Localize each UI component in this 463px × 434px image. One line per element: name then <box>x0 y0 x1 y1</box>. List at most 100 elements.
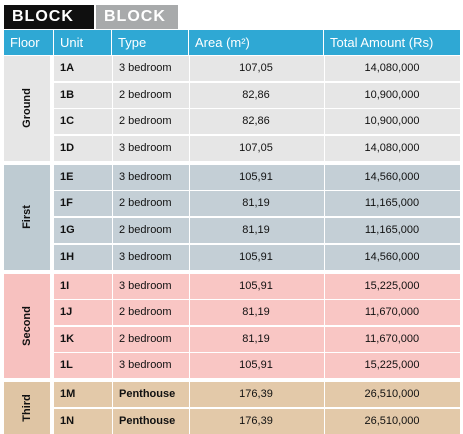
unit-cell: 1C <box>60 115 75 128</box>
type-cell: 2 bedroom <box>119 197 172 210</box>
table-row: 1A 3 bedroom 107,05 14,080,000 <box>54 56 460 81</box>
area-cell: 176,39 <box>239 414 273 427</box>
table-row: 1C 2 bedroom 82,86 10,900,000 <box>54 109 460 135</box>
area-cell: 105,91 <box>239 170 273 183</box>
area-cell: 82,86 <box>242 88 270 101</box>
table-row: 1D 3 bedroom 107,05 14,080,000 <box>54 135 460 161</box>
type-cell: 2 bedroom <box>119 223 172 236</box>
header-floor: Floor <box>4 30 54 55</box>
header-unit: Unit <box>54 30 112 55</box>
type-cell: 3 bedroom <box>119 279 172 292</box>
total-amount-cell: 11,165,000 <box>364 223 420 236</box>
header-total: Total Amount (Rs) <box>330 35 434 50</box>
table-row: 1H 3 bedroom 105,91 14,560,000 <box>54 244 460 270</box>
type-cell: 3 bedroom <box>119 62 172 74</box>
column-divider <box>189 164 190 270</box>
type-cell: 3 bedroom <box>119 141 172 154</box>
unit-cell: 1D <box>60 141 75 154</box>
floor-group: Second 1I 3 bedroom 105,91 15,225,000 1J 2 bed… <box>4 273 460 379</box>
table-row: 1K 2 bedroom 81,19 11,670,000 <box>54 326 460 352</box>
table-row: 1F 2 bedroom 81,19 11,165,000 <box>54 191 460 217</box>
table-row: 1N Penthouse 176,39 26,510,000 <box>54 408 460 434</box>
total-amount-cell: 26,510,000 <box>364 388 420 401</box>
header-area: Area (m²) <box>189 30 324 55</box>
floor-label-cell: First <box>4 164 50 270</box>
column-divider <box>112 382 113 434</box>
type-cell: Penthouse <box>119 414 176 427</box>
unit-cell: 1L <box>60 359 73 372</box>
floor-label-cell: Second <box>4 273 50 379</box>
area-cell: 81,19 <box>242 306 270 319</box>
table-row: 1B 2 bedroom 82,86 10,900,000 <box>54 82 460 108</box>
tab-block-2[interactable]: BLOCK 2 <box>96 5 178 49</box>
unit-cell: 1N <box>60 414 75 427</box>
total-amount-cell: 15,225,000 <box>364 279 420 292</box>
column-divider <box>189 56 190 161</box>
block-tabs: BLOCK 1 BLOCK 2 <box>4 5 178 49</box>
type-cell: Penthouse <box>119 388 176 401</box>
total-amount-cell: 14,080,000 <box>364 62 420 74</box>
column-divider <box>112 273 113 379</box>
type-cell: 2 bedroom <box>119 306 172 319</box>
total-amount-cell: 15,225,000 <box>364 359 420 372</box>
tab-block-1[interactable]: BLOCK 1 <box>4 5 94 49</box>
total-amount-cell: 14,560,000 <box>364 250 420 263</box>
floor-group: First 1E 3 bedroom 105,91 14,560,000 1F 2 bedr… <box>4 164 460 270</box>
area-cell: 82,86 <box>242 115 270 128</box>
type-cell: 2 bedroom <box>119 115 172 128</box>
unit-cell: 1I <box>60 279 70 292</box>
column-divider <box>189 273 190 379</box>
column-divider <box>324 164 325 270</box>
column-divider <box>324 273 325 379</box>
total-amount-cell: 14,560,000 <box>364 170 420 183</box>
floor-group: Ground 1A 3 bedroom 107,05 14,080,000 1B 2 bed… <box>4 56 460 161</box>
area-cell: 81,19 <box>242 197 270 210</box>
total-amount-cell: 10,900,000 <box>364 88 420 101</box>
unit-cell: 1A <box>60 62 75 74</box>
area-cell: 81,19 <box>242 223 270 236</box>
unit-cell: 1B <box>60 88 75 101</box>
type-cell: 2 bedroom <box>119 332 172 345</box>
header-type: Type <box>112 30 189 55</box>
table-header: Floor Unit Type Area (m²) Total Amount (… <box>4 30 460 55</box>
area-cell: 81,19 <box>242 332 270 345</box>
column-divider <box>189 382 190 434</box>
total-amount-cell: 26,510,000 <box>364 414 420 427</box>
unit-cell: 1H <box>60 250 75 263</box>
total-amount-cell: 14,080,000 <box>364 141 420 154</box>
floor-label: Ground <box>21 88 33 129</box>
area-cell: 105,91 <box>239 250 273 263</box>
floor-label-cell: Ground <box>4 56 50 161</box>
table-row: 1G 2 bedroom 81,19 11,165,000 <box>54 217 460 243</box>
total-amount-cell: 11,165,000 <box>364 197 420 210</box>
column-divider <box>324 56 325 161</box>
area-cell: 107,05 <box>239 62 273 74</box>
unit-cell: 1M <box>60 388 76 401</box>
unit-cell: 1E <box>60 170 74 183</box>
area-cell: 105,91 <box>239 279 273 292</box>
total-amount-cell: 10,900,000 <box>364 115 420 128</box>
floor-label: Second <box>20 306 33 346</box>
unit-cell: 1F <box>60 197 73 210</box>
floor-label: Third <box>21 394 33 422</box>
floor-label: First <box>21 205 33 230</box>
column-divider <box>112 56 113 161</box>
type-cell: 3 bedroom <box>119 359 172 372</box>
area-cell: 176,39 <box>239 388 273 401</box>
type-cell: 3 bedroom <box>119 170 172 183</box>
unit-cell: 1G <box>60 223 75 236</box>
table-row: 1L 3 bedroom 105,91 15,225,000 <box>54 353 460 379</box>
table-row: 1E 3 bedroom 105,91 14,560,000 <box>54 164 460 190</box>
area-cell: 107,05 <box>239 141 273 154</box>
table-row: 1J 2 bedroom 81,19 11,670,000 <box>54 300 460 326</box>
column-divider <box>324 382 325 434</box>
table-row: 1M Penthouse 176,39 26,510,000 <box>54 382 460 408</box>
area-cell: 105,91 <box>239 359 273 372</box>
floor-label-cell: Third <box>4 382 50 434</box>
type-cell: 3 bedroom <box>119 250 172 263</box>
total-amount-cell: 11,670,000 <box>364 332 420 345</box>
table-row: 1I 3 bedroom 105,91 15,225,000 <box>54 273 460 299</box>
unit-cell: 1K <box>60 332 75 345</box>
type-cell: 2 bedroom <box>119 88 172 101</box>
unit-cell: 1J <box>60 306 73 319</box>
